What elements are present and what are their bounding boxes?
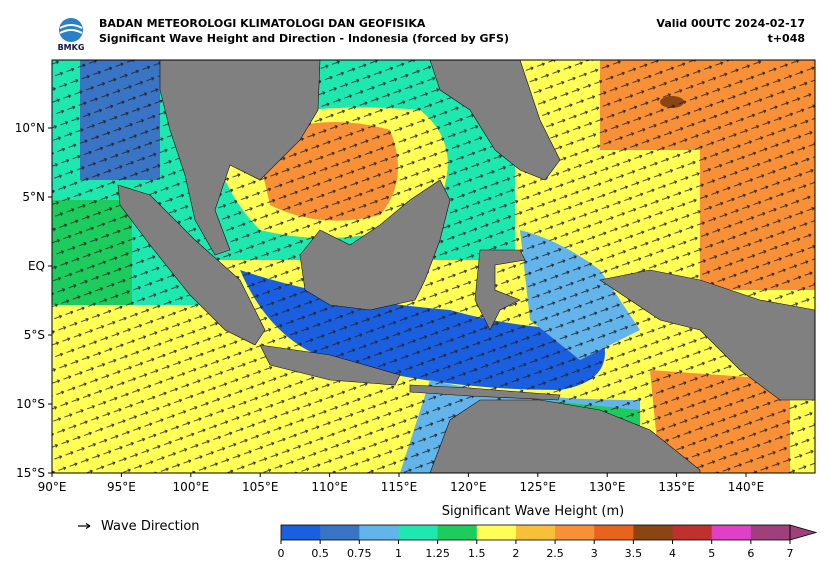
colorbar-tick-label: 2.5 (546, 547, 564, 560)
lat-label: EQ (28, 259, 45, 273)
lon-label: 90°E (38, 480, 67, 494)
colorbar-segment (711, 525, 752, 540)
lat-label: 10°S (16, 397, 45, 411)
colorbar-tick-label: 1.5 (468, 547, 486, 560)
lon-label: 115°E (381, 480, 418, 494)
colorbar-tick-label: 1.25 (425, 547, 450, 560)
colorbar-tick-label: 0.5 (311, 547, 329, 560)
lat-label: 15°S (16, 466, 45, 480)
colorbar-tick-label: 0 (278, 547, 285, 560)
colorbar-tick-label: 7 (787, 547, 794, 560)
colorbar-segment (320, 525, 360, 540)
lon-label: 110°E (311, 480, 348, 494)
colorbar-tick-label: 3.5 (625, 547, 643, 560)
lon-label: 95°E (107, 480, 136, 494)
colorbar-segment (515, 525, 556, 540)
logo: BMKG (58, 18, 85, 52)
colorbar-frame (280, 524, 791, 541)
product-title: Significant Wave Height and Direction - … (99, 32, 509, 45)
colorbar-segment (437, 525, 478, 540)
colorbar-tick-label: 6 (747, 547, 754, 560)
colorbar-segment (555, 525, 595, 540)
colorbar-tick-label: 4 (669, 547, 676, 560)
colorbar-segment (633, 525, 674, 540)
colorbar-title: Significant Wave Height (m) (442, 504, 624, 519)
colorbar-tick-label: 2 (512, 547, 519, 560)
colorbar-segment (398, 525, 439, 540)
colorbar-segment (750, 525, 791, 540)
colorbar-extend (789, 524, 818, 541)
colorbar-tick-label: 5 (708, 547, 715, 560)
map (52, 60, 815, 473)
lon-label: 125°E (520, 480, 557, 494)
colorbar-segment (476, 525, 517, 540)
colorbar-tick-label: 3 (591, 547, 598, 560)
colorbar-segment (672, 525, 713, 540)
lat-label: 5°S (24, 328, 45, 342)
lon-label: 105°E (242, 480, 279, 494)
lon-label: 100°E (173, 480, 210, 494)
agency-title: BADAN METEOROLOGI KLIMATOLOGI DAN GEOFIS… (99, 17, 426, 30)
colorbar-tick-label: 1 (395, 547, 402, 560)
direction-arrow-head (85, 522, 91, 530)
colorbar-segment (281, 525, 321, 540)
lat-label: 10°N (15, 121, 45, 135)
lon-label: 135°E (658, 480, 695, 494)
direction-label: Wave Direction (101, 519, 200, 534)
colorbar-segment (594, 525, 634, 540)
lead-time: t+048 (768, 32, 805, 45)
colorbar-tick-label: 0.75 (347, 547, 372, 560)
lon-label: 130°E (589, 480, 626, 494)
logo-text: BMKG (58, 43, 85, 52)
lon-label: 140°E (728, 480, 765, 494)
colorbar-segment (359, 525, 399, 540)
lon-label: 120°E (450, 480, 487, 494)
lat-label: 5°N (22, 190, 45, 204)
valid-time: Valid 00UTC 2024-02-17 (656, 17, 805, 30)
